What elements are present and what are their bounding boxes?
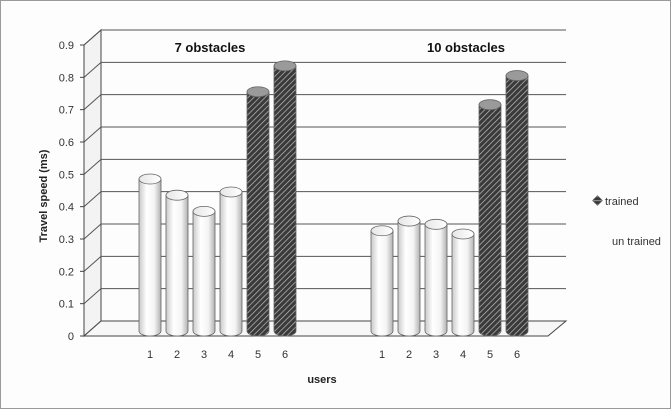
x-tick-label: 1 xyxy=(379,349,385,361)
bar-cap xyxy=(138,173,162,185)
bar-cap xyxy=(273,60,297,72)
bar xyxy=(219,191,243,337)
y-axis-title: Travel speed (ms) xyxy=(38,149,50,242)
gridline-side xyxy=(83,255,102,272)
bar-cap xyxy=(165,189,189,201)
bar xyxy=(424,223,448,337)
x-tick-label: 3 xyxy=(201,349,207,361)
bar-cap xyxy=(505,70,529,81)
legend-label-untrained: un trained xyxy=(612,236,661,248)
bar-cap xyxy=(424,218,448,230)
bar-cap xyxy=(478,99,502,111)
gridline-side xyxy=(83,158,102,175)
x-tick-label: 6 xyxy=(282,349,288,361)
bar xyxy=(192,210,216,337)
x-axis-title: users xyxy=(307,374,336,386)
bar-cap xyxy=(397,215,421,227)
gridline-side xyxy=(83,191,102,208)
bar xyxy=(397,220,421,337)
bar xyxy=(370,230,394,337)
bar-cap xyxy=(219,186,243,198)
x-tick-label: 2 xyxy=(174,349,180,361)
group-labels: 7 obstacles 10 obstacles xyxy=(175,40,505,55)
x-tick-label: 4 xyxy=(228,349,234,361)
bars xyxy=(138,60,529,337)
x-tick-label: 5 xyxy=(487,349,493,361)
y-tick-label: 0.8 xyxy=(59,72,74,84)
x-tick-label: 6 xyxy=(514,349,520,361)
gridline-side xyxy=(83,61,102,78)
bar-cap xyxy=(246,86,270,98)
y-tick-label: 0 xyxy=(68,331,74,343)
x-tick-label: 3 xyxy=(433,349,439,361)
legend-swatch-trained xyxy=(592,195,603,206)
y-tick-label: 0.9 xyxy=(59,40,74,52)
group-label: 7 obstacles xyxy=(175,40,246,55)
bar xyxy=(138,178,162,337)
side-wall xyxy=(83,28,102,338)
y-axis-ticks: 0 0.1 0.2 0.3 0.4 0.5 0.6 0.7 0.8 0.9 xyxy=(59,40,74,343)
y-tick-label: 0.2 xyxy=(59,266,74,278)
bar xyxy=(505,75,529,337)
x-tick-label: 2 xyxy=(406,349,412,361)
gridline-side xyxy=(83,320,102,337)
bar xyxy=(165,194,189,337)
gridline-side xyxy=(83,94,102,111)
x-tick-label: 5 xyxy=(255,349,261,361)
bar-cap xyxy=(370,225,394,237)
bar xyxy=(246,91,270,337)
bar xyxy=(273,65,297,337)
bar-cap xyxy=(192,205,216,217)
gridline-side xyxy=(83,126,102,143)
bar-cap xyxy=(451,228,475,240)
y-tick-label: 0.1 xyxy=(59,299,74,311)
bar xyxy=(451,233,475,337)
bar xyxy=(478,104,502,337)
gridline-side xyxy=(83,223,102,240)
legend-label-trained: trained xyxy=(605,196,639,208)
group-label: 10 obstacles xyxy=(427,40,505,55)
gridline-side xyxy=(83,29,102,46)
y-tick-label: 0.4 xyxy=(59,202,74,214)
y-tick-label: 0.6 xyxy=(59,137,74,149)
y-tick-label: 0.7 xyxy=(59,105,74,117)
legend: trained un trained xyxy=(592,195,661,248)
y-tick-label: 0.3 xyxy=(59,234,74,246)
y-tick-label: 0.5 xyxy=(59,169,74,181)
x-axis-ticks: 1 2 3 4 5 6 1 2 3 4 5 6 xyxy=(147,349,520,361)
gridline-side xyxy=(83,288,102,305)
x-tick-label: 1 xyxy=(147,349,153,361)
x-tick-label: 4 xyxy=(460,349,466,361)
